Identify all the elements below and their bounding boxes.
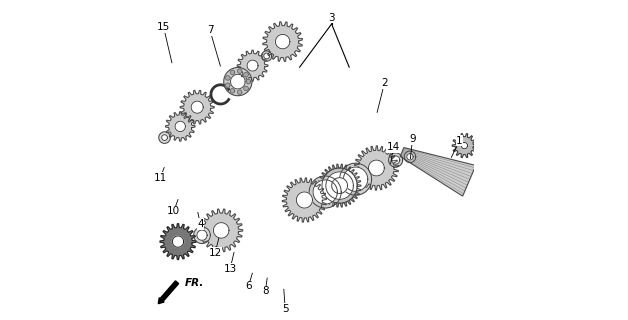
Polygon shape xyxy=(191,101,203,113)
Polygon shape xyxy=(332,178,347,194)
Polygon shape xyxy=(214,223,229,238)
Polygon shape xyxy=(244,72,248,77)
Polygon shape xyxy=(369,160,384,176)
Polygon shape xyxy=(283,178,327,222)
Polygon shape xyxy=(313,180,337,204)
Polygon shape xyxy=(407,154,413,160)
Polygon shape xyxy=(452,134,477,157)
Polygon shape xyxy=(261,51,272,61)
Text: 15: 15 xyxy=(157,22,170,32)
Polygon shape xyxy=(237,69,242,73)
Polygon shape xyxy=(161,135,168,140)
Polygon shape xyxy=(225,83,230,87)
Text: 14: 14 xyxy=(387,142,400,152)
Text: 2: 2 xyxy=(381,78,387,88)
Polygon shape xyxy=(159,132,170,143)
Polygon shape xyxy=(160,224,196,260)
Polygon shape xyxy=(230,89,235,93)
Polygon shape xyxy=(344,167,368,191)
Polygon shape xyxy=(230,70,235,75)
Text: 4: 4 xyxy=(197,219,203,229)
Polygon shape xyxy=(200,209,242,252)
Polygon shape xyxy=(246,79,251,84)
Text: 8: 8 xyxy=(262,286,269,296)
Polygon shape xyxy=(400,148,476,196)
Polygon shape xyxy=(309,176,341,208)
Polygon shape xyxy=(237,50,268,81)
Polygon shape xyxy=(389,153,403,167)
Polygon shape xyxy=(193,227,210,244)
Polygon shape xyxy=(461,142,467,149)
Polygon shape xyxy=(354,146,398,190)
Text: 5: 5 xyxy=(282,304,288,314)
Polygon shape xyxy=(244,86,248,91)
FancyArrow shape xyxy=(158,281,178,304)
Polygon shape xyxy=(276,35,290,49)
Text: 9: 9 xyxy=(409,134,416,144)
Text: 10: 10 xyxy=(167,206,180,216)
Text: 1: 1 xyxy=(457,136,463,146)
Polygon shape xyxy=(340,163,372,195)
Polygon shape xyxy=(225,76,230,80)
Polygon shape xyxy=(264,53,269,59)
Polygon shape xyxy=(175,121,185,132)
Polygon shape xyxy=(391,156,400,164)
Text: 3: 3 xyxy=(328,12,335,23)
Polygon shape xyxy=(326,172,354,199)
Polygon shape xyxy=(230,74,245,89)
Polygon shape xyxy=(404,151,416,163)
Text: 6: 6 xyxy=(245,281,252,292)
Polygon shape xyxy=(180,91,214,124)
Polygon shape xyxy=(172,236,183,247)
Polygon shape xyxy=(247,60,258,71)
Polygon shape xyxy=(166,112,195,141)
Text: 12: 12 xyxy=(208,248,222,258)
Text: FR.: FR. xyxy=(185,278,203,288)
Polygon shape xyxy=(296,192,313,208)
Text: 13: 13 xyxy=(224,264,237,274)
Polygon shape xyxy=(197,230,207,240)
Polygon shape xyxy=(224,68,252,96)
Polygon shape xyxy=(263,22,303,61)
Text: 11: 11 xyxy=(154,172,167,183)
Polygon shape xyxy=(237,90,242,94)
Polygon shape xyxy=(318,164,361,207)
Text: 7: 7 xyxy=(207,25,214,36)
